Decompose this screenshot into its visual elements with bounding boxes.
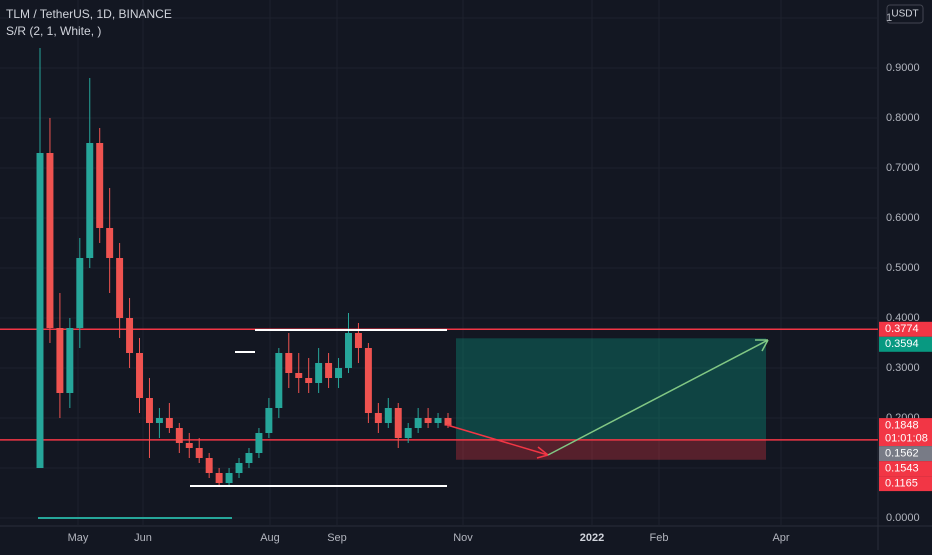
price-tag xyxy=(879,336,932,352)
y-tick-label: 0.5000 xyxy=(886,262,920,274)
candle-body xyxy=(384,408,392,423)
candle-body xyxy=(145,398,153,423)
x-tick-label: 2022 xyxy=(580,532,604,544)
candle-body xyxy=(155,418,163,423)
candle-body xyxy=(126,318,134,353)
candle-body xyxy=(285,353,293,373)
candle-body xyxy=(335,368,343,378)
candle-body xyxy=(175,428,183,443)
candle-body xyxy=(295,373,303,378)
candle-body xyxy=(354,333,362,348)
candle-body xyxy=(36,153,44,468)
projection-arrow xyxy=(446,424,549,459)
candle-body xyxy=(255,433,263,453)
price-tag-label: 0.1543 xyxy=(885,463,919,475)
x-tick-label: Feb xyxy=(650,532,669,544)
y-tick-label: 1 xyxy=(886,12,892,24)
x-tick-label: Nov xyxy=(453,532,473,544)
y-tick-label: 0.6000 xyxy=(886,212,920,224)
candle-body xyxy=(275,353,283,408)
projection-arrow xyxy=(547,339,769,456)
x-tick-label: May xyxy=(68,532,89,544)
x-tick-label: Apr xyxy=(772,532,789,544)
plot xyxy=(0,48,878,519)
candle-body xyxy=(46,153,54,328)
x-tick-label: Jun xyxy=(134,532,152,544)
price-tag-label: 0.3594 xyxy=(885,338,919,350)
y-tick-label: 0.3000 xyxy=(886,362,920,374)
price-tag xyxy=(879,321,932,337)
candle-body xyxy=(116,258,124,318)
candle-body xyxy=(165,418,173,428)
countdown: 01:01:08 xyxy=(885,433,928,445)
candle-body xyxy=(205,458,213,473)
candle-body xyxy=(394,408,402,438)
x-tick-label: Aug xyxy=(260,532,280,544)
candle-body xyxy=(96,143,104,228)
grid xyxy=(0,0,878,526)
candle-body xyxy=(86,143,94,258)
y-tick-label: 0.8000 xyxy=(886,112,920,124)
price-tag-label: 0.1165 xyxy=(885,478,918,490)
candle-body xyxy=(56,328,64,393)
candle-body xyxy=(414,418,422,428)
candle-body xyxy=(424,418,432,423)
candle-body xyxy=(106,228,114,258)
price-tag-label: 0.1848 xyxy=(885,420,919,432)
indicator-label: S/R (2, 1, White, ) xyxy=(6,24,101,38)
candle-body xyxy=(325,363,333,378)
y-tick-label: 0.0000 xyxy=(886,512,920,524)
candle-body xyxy=(225,473,233,483)
price-tag xyxy=(879,418,932,447)
price-tag-label: 0.3774 xyxy=(885,323,919,335)
loss-zone xyxy=(456,439,766,460)
y-tick-label: 0.7000 xyxy=(886,162,920,174)
candle-body xyxy=(245,453,253,463)
price-tag xyxy=(879,461,932,477)
currency-button[interactable] xyxy=(886,4,924,24)
candle-body xyxy=(195,448,203,458)
candle-body xyxy=(136,353,143,398)
x-tick-label: Sep xyxy=(327,532,347,544)
price-tag xyxy=(879,446,932,462)
currency-label[interactable]: USDT xyxy=(891,9,918,20)
candle-body xyxy=(66,328,74,393)
candle-body xyxy=(434,418,442,423)
price-tag xyxy=(879,476,932,492)
candle-body xyxy=(374,413,382,423)
candle-body xyxy=(364,348,372,413)
candle-body xyxy=(185,443,193,448)
candle-body xyxy=(265,408,273,433)
candle-body xyxy=(235,463,243,473)
candle-body xyxy=(315,363,323,383)
y-tick-label: 0.9000 xyxy=(886,62,920,74)
candle-body xyxy=(345,333,352,368)
candle-body xyxy=(76,258,84,328)
candle-body xyxy=(404,428,412,438)
candle-body xyxy=(444,418,452,426)
candle-body xyxy=(305,378,313,383)
profit-zone xyxy=(456,338,766,440)
y-tick-label: 0.4000 xyxy=(886,312,920,324)
symbol-title: TLM / TetherUS, 1D, BINANCE xyxy=(6,7,172,21)
price-tag-label: 0.1562 xyxy=(885,448,919,460)
candle-body xyxy=(215,473,223,483)
